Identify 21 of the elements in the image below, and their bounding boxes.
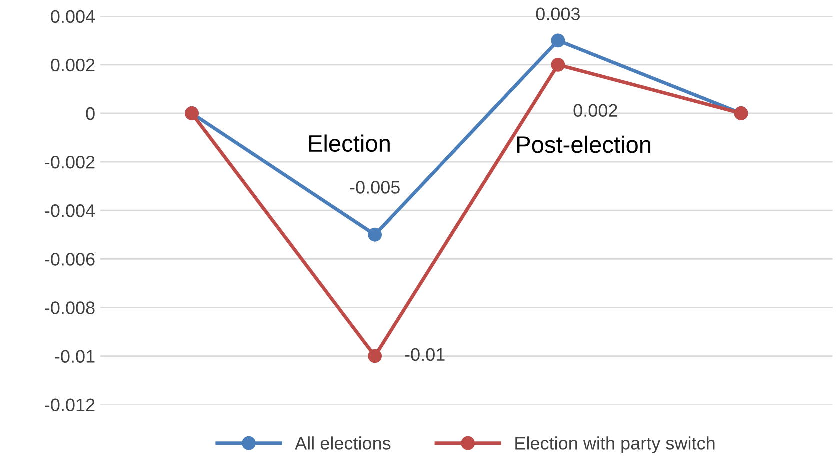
- data-label: 0.002: [574, 104, 618, 118]
- y-tick-label: 0.002: [51, 58, 95, 72]
- annotation: Election: [309, 134, 390, 152]
- point: [368, 228, 382, 242]
- y-tick-label: -0.004: [45, 204, 96, 218]
- point: [368, 349, 382, 364]
- y-tick-label: -0.01: [55, 350, 95, 363]
- annotation: Post-election: [518, 136, 651, 154]
- y-tick-label: -0.008: [45, 302, 95, 314]
- y-tick-label: -0.006: [45, 253, 95, 266]
- data-label: -0.01: [405, 348, 445, 362]
- legend-label: Election with party switch: [516, 436, 715, 454]
- legend-label: All elections: [295, 436, 391, 450]
- y-tick-label: 0: [86, 107, 95, 120]
- point: [551, 58, 566, 72]
- y-tick-label: -0.002: [45, 156, 95, 169]
- point: [551, 34, 566, 48]
- data-label: 0.003: [536, 8, 580, 21]
- y-tick-label: 0.004: [51, 10, 96, 24]
- data-label: -0.005: [350, 181, 400, 194]
- y-tick-label: -0.012: [45, 398, 95, 412]
